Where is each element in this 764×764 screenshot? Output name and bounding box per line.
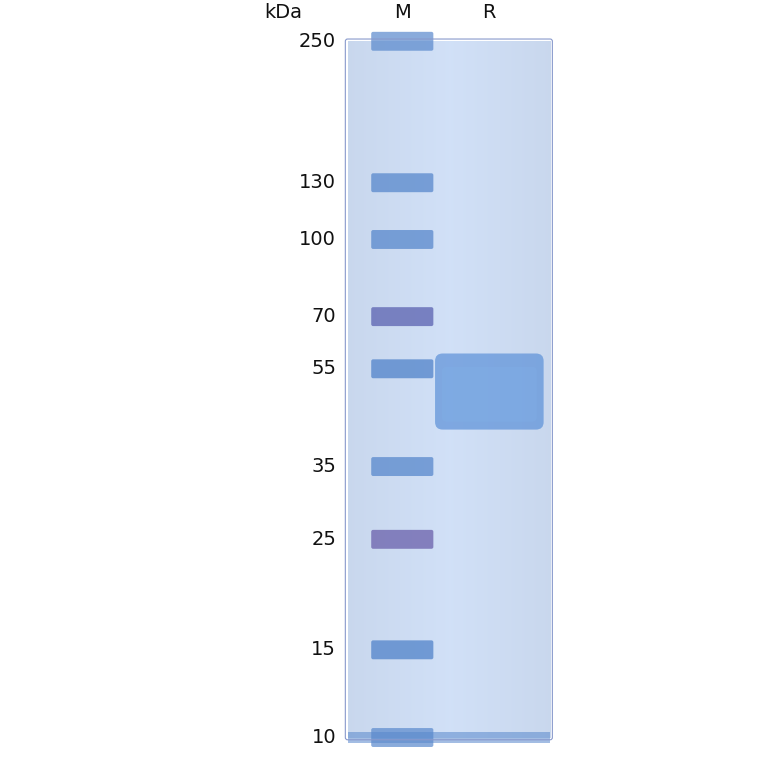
Text: 70: 70 [312,307,336,326]
FancyBboxPatch shape [442,367,537,422]
Text: 130: 130 [299,173,336,193]
Text: 35: 35 [311,457,336,476]
FancyBboxPatch shape [371,728,433,747]
FancyBboxPatch shape [371,640,433,659]
FancyBboxPatch shape [371,457,433,476]
FancyBboxPatch shape [371,307,433,326]
FancyBboxPatch shape [371,230,433,249]
FancyBboxPatch shape [435,354,544,429]
Text: 15: 15 [311,640,336,659]
Bar [348,732,550,743]
FancyBboxPatch shape [371,530,433,549]
Text: 25: 25 [311,529,336,549]
Text: M: M [394,3,411,22]
Text: 10: 10 [312,728,336,747]
FancyBboxPatch shape [371,359,433,378]
Text: R: R [483,3,496,22]
Text: 55: 55 [311,359,336,378]
FancyBboxPatch shape [371,32,433,50]
Text: 100: 100 [299,230,336,249]
FancyBboxPatch shape [371,173,433,193]
Text: kDa: kDa [264,3,302,22]
Text: 250: 250 [299,32,336,50]
